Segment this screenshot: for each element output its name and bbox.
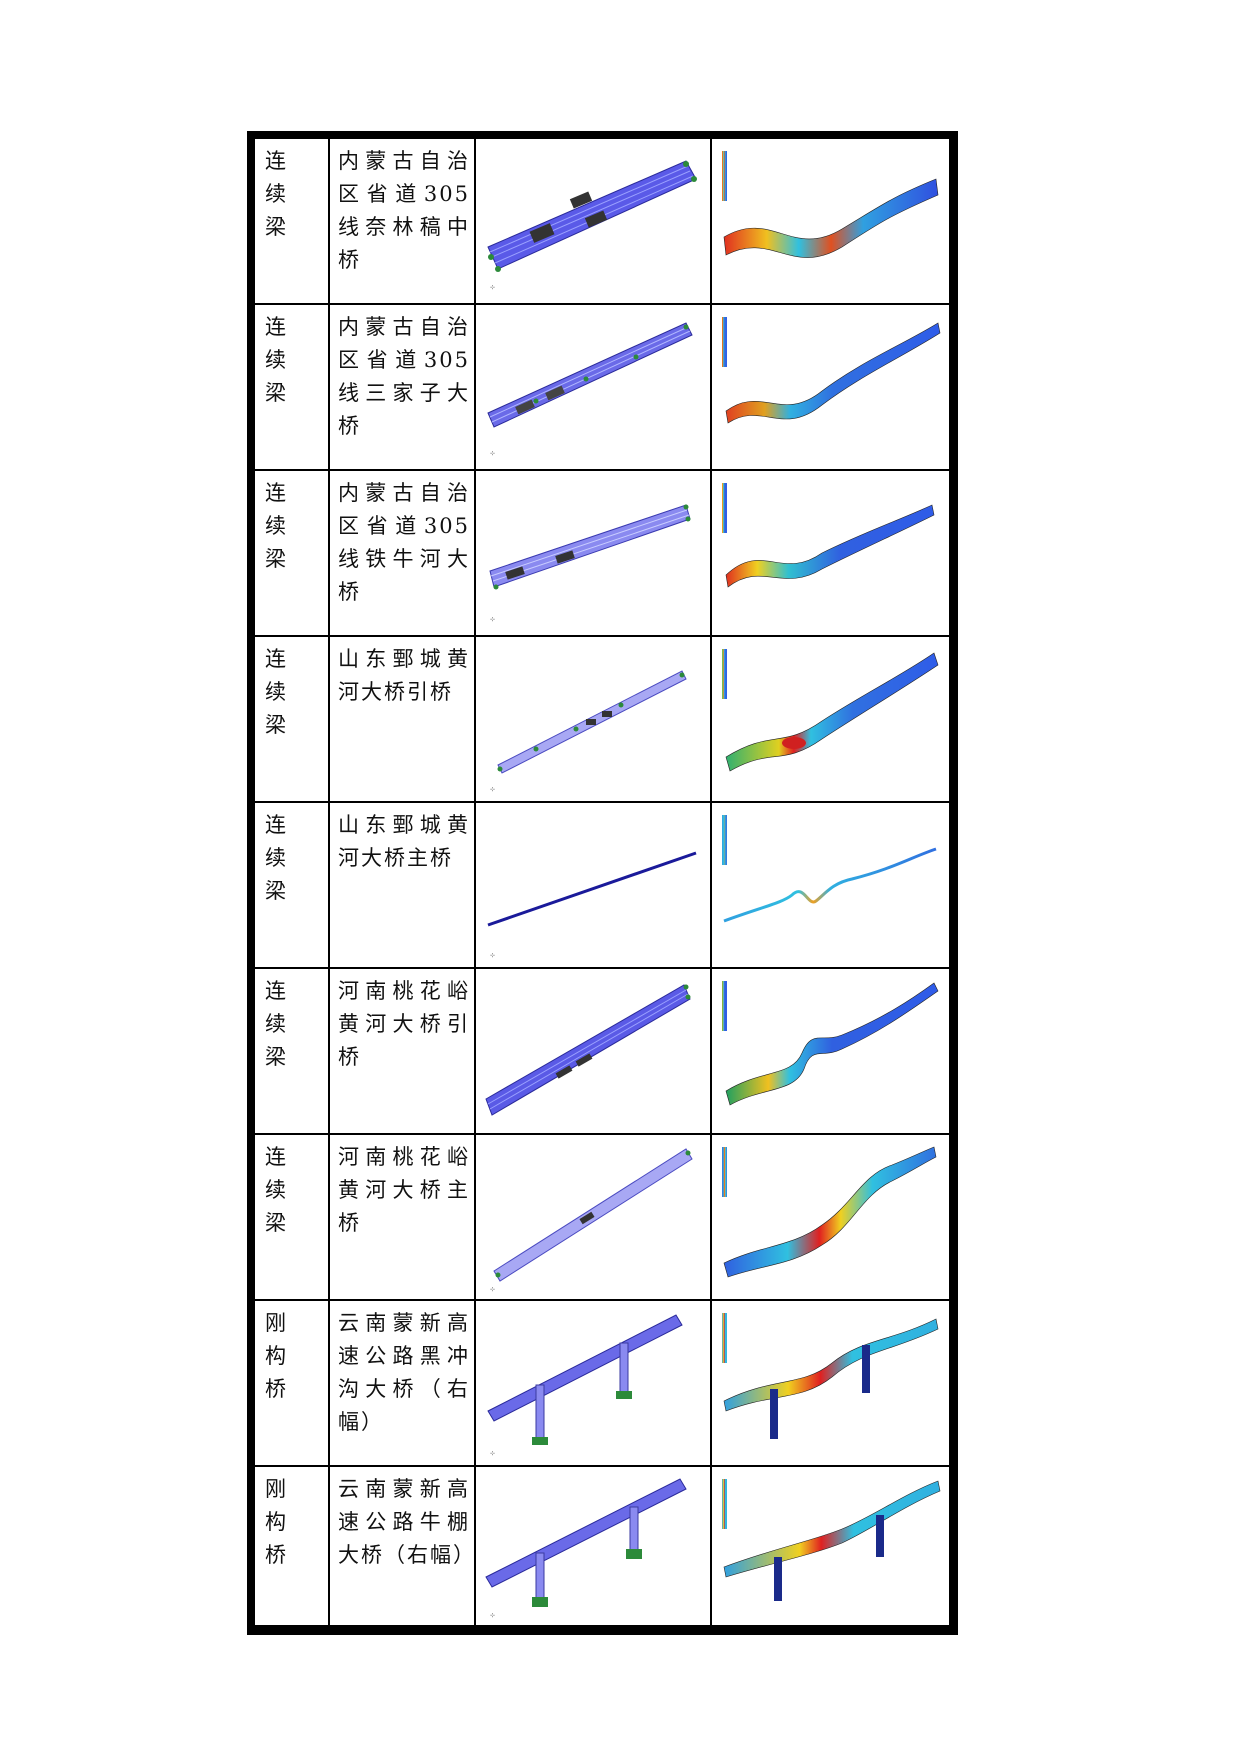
model-image	[476, 969, 710, 1133]
name-cell: 云南蒙新高速公路牛棚大桥（右幅）	[330, 1467, 474, 1625]
table-row: 连 续梁 河南桃花峪黄河大桥引桥	[255, 969, 949, 1133]
table-row: 刚 构桥 云南蒙新高速公路牛棚大桥（右幅） ⊹	[255, 1467, 949, 1625]
displacement-contour-image	[712, 1135, 949, 1299]
name-cell: 河南桃花峪黄河大桥引桥	[330, 969, 474, 1133]
table-row: 连 续梁 内蒙古自治区省道305线奈林稿中桥 ⊹	[255, 139, 949, 303]
type-cell: 刚 构桥	[255, 1301, 328, 1465]
displacement-contour-image	[712, 305, 949, 469]
table-row: 连 续梁 山东鄄城黄河大桥引桥 ⊹	[255, 637, 949, 801]
type-cell: 连 续梁	[255, 139, 328, 303]
bridge-name: 内蒙古自治区省道305线三家子大桥	[338, 315, 470, 438]
row-divider	[255, 967, 949, 969]
bridge-name: 云南蒙新高速公路牛棚大桥（右幅）	[338, 1477, 474, 1567]
row-divider	[255, 1465, 949, 1467]
bridge-type: 刚 构桥	[265, 1311, 300, 1401]
model-image: ⊹	[476, 803, 710, 967]
svg-text:⊹: ⊹	[490, 1450, 495, 1457]
bridge-type: 连 续梁	[265, 647, 300, 737]
model-image: ⊹	[476, 1301, 710, 1465]
type-cell: 连 续梁	[255, 471, 328, 635]
name-cell: 内蒙古自治区省道305线三家子大桥	[330, 305, 474, 469]
model-image: ⊹	[476, 1135, 710, 1299]
name-cell: 山东鄄城黄河大桥引桥	[330, 637, 474, 801]
bridge-name: 河南桃花峪黄河大桥引桥	[338, 979, 470, 1069]
bridge-type: 连 续梁	[265, 979, 300, 1069]
bridge-type: 连 续梁	[265, 149, 300, 239]
displacement-contour-image	[712, 139, 949, 303]
bridge-name: 山东鄄城黄河大桥主桥	[338, 813, 470, 870]
table-frame: 连 续梁 内蒙古自治区省道305线奈林稿中桥 ⊹	[247, 131, 958, 1635]
name-cell: 云南蒙新高速公路黑冲沟大桥（右幅）	[330, 1301, 474, 1465]
model-image: ⊹	[476, 139, 710, 303]
table-row: 连 续梁 内蒙古自治区省道305线三家子大桥 ⊹	[255, 305, 949, 469]
table-row: 连 续梁 河南桃花峪黄河大桥主桥 ⊹	[255, 1135, 949, 1299]
row-divider	[255, 1299, 949, 1301]
svg-text:⊹: ⊹	[490, 1612, 495, 1619]
displacement-contour-image	[712, 803, 949, 967]
bridge-name: 河南桃花峪黄河大桥主桥	[338, 1145, 470, 1235]
svg-text:⊹: ⊹	[490, 1286, 495, 1293]
type-cell: 连 续梁	[255, 803, 328, 967]
model-image: ⊹	[476, 471, 710, 635]
name-cell: 山东鄄城黄河大桥主桥	[330, 803, 474, 967]
displacement-contour-image	[712, 1301, 949, 1465]
bridge-type: 连 续梁	[265, 813, 300, 903]
bridge-type: 连 续梁	[265, 481, 300, 571]
bridge-name: 内蒙古自治区省道305线奈林稿中桥	[338, 149, 470, 272]
model-image: ⊹	[476, 305, 710, 469]
type-cell: 连 续梁	[255, 305, 328, 469]
svg-text:⊹: ⊹	[490, 786, 495, 793]
svg-text:⊹: ⊹	[490, 450, 495, 457]
bridge-type: 连 续梁	[265, 315, 300, 405]
model-image: ⊹	[476, 1467, 710, 1625]
table-row: 刚 构桥 云南蒙新高速公路黑冲沟大桥（右幅） ⊹	[255, 1301, 949, 1465]
displacement-contour-image	[712, 969, 949, 1133]
row-divider	[255, 469, 949, 471]
row-divider	[255, 1133, 949, 1135]
bridge-type: 刚 构桥	[265, 1477, 300, 1567]
bridge-name: 云南蒙新高速公路黑冲沟大桥（右幅）	[338, 1311, 470, 1434]
bridge-table: 连 续梁 内蒙古自治区省道305线奈林稿中桥 ⊹	[255, 139, 949, 1625]
bridge-type: 连 续梁	[265, 1145, 300, 1235]
name-cell: 内蒙古自治区省道305线铁牛河大桥	[330, 471, 474, 635]
bridge-name: 山东鄄城黄河大桥引桥	[338, 647, 470, 704]
displacement-contour-image	[712, 471, 949, 635]
axis-icon: ⊹	[490, 284, 495, 291]
row-divider	[255, 303, 949, 305]
type-cell: 连 续梁	[255, 969, 328, 1133]
column-divider	[710, 139, 712, 1625]
svg-text:⊹: ⊹	[490, 616, 495, 623]
svg-text:⊹: ⊹	[490, 952, 495, 959]
type-cell: 刚 构桥	[255, 1467, 328, 1625]
column-divider	[328, 139, 330, 1625]
table-row: 连 续梁 内蒙古自治区省道305线铁牛河大桥 ⊹	[255, 471, 949, 635]
bridge-name: 内蒙古自治区省道305线铁牛河大桥	[338, 481, 470, 604]
name-cell: 河南桃花峪黄河大桥主桥	[330, 1135, 474, 1299]
displacement-contour-image	[712, 637, 949, 801]
table-row: 连 续梁 山东鄄城黄河大桥主桥 ⊹	[255, 803, 949, 967]
name-cell: 内蒙古自治区省道305线奈林稿中桥	[330, 139, 474, 303]
model-image: ⊹	[476, 637, 710, 801]
displacement-contour-image	[712, 1467, 949, 1625]
column-divider	[474, 139, 476, 1625]
row-divider	[255, 801, 949, 803]
type-cell: 连 续梁	[255, 637, 328, 801]
row-divider	[255, 635, 949, 637]
type-cell: 连 续梁	[255, 1135, 328, 1299]
